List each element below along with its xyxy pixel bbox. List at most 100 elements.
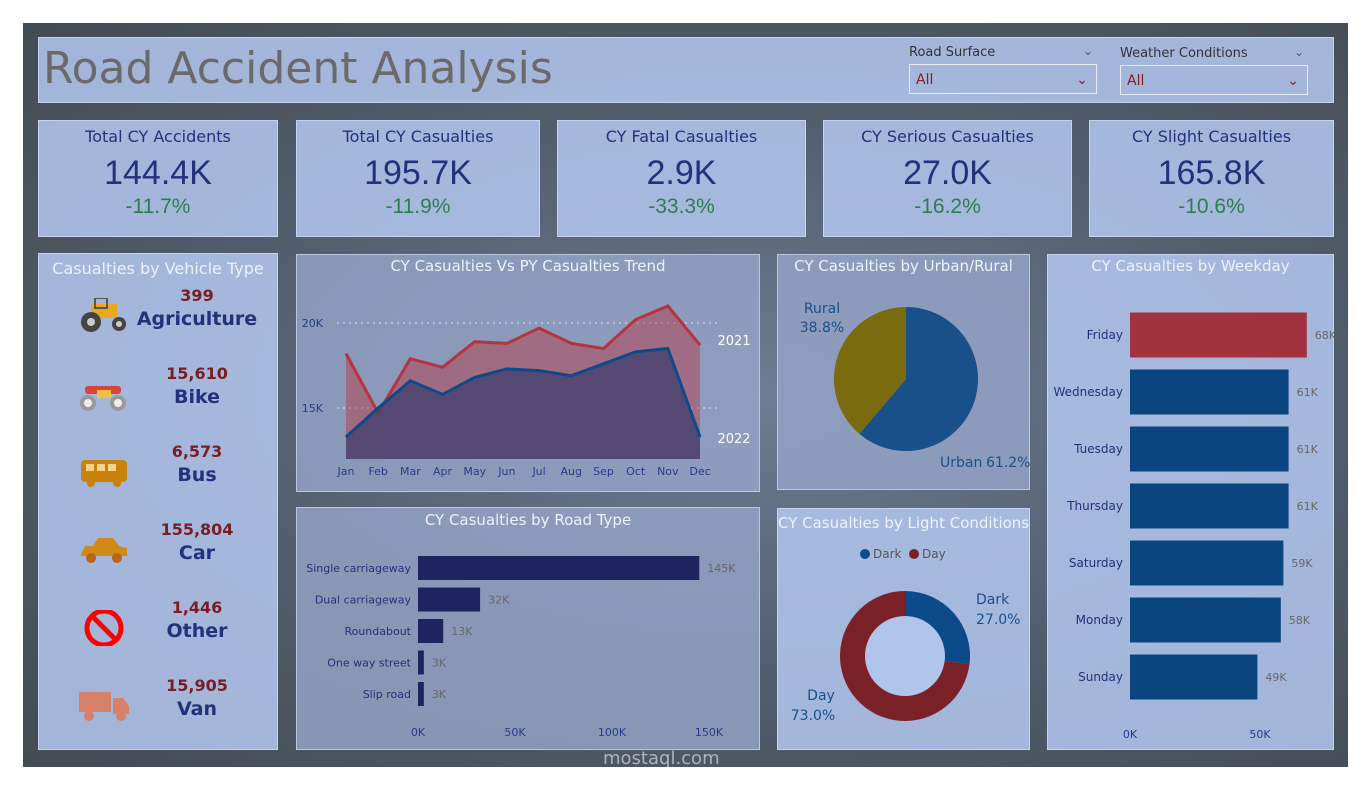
vehicle-name: Bike bbox=[173, 386, 220, 408]
pie-slice-urban bbox=[859, 307, 978, 451]
data-point bbox=[474, 341, 476, 343]
data-point bbox=[667, 348, 669, 349]
bar bbox=[1130, 597, 1281, 643]
road-surface-value: All bbox=[916, 72, 934, 88]
light-conditions-chart: Dark Day Dark 27.0% Day 73.0% bbox=[791, 547, 1021, 724]
vehicle-count: 6,573 bbox=[171, 442, 223, 461]
vehicle-name: Van bbox=[176, 698, 217, 720]
weather-conditions-label: Weather Conditions bbox=[1120, 46, 1248, 61]
chart-title: CY Casualties by Road Type bbox=[424, 511, 632, 529]
data-point bbox=[506, 342, 508, 344]
bar bbox=[418, 682, 424, 706]
road-surface-slicer[interactable]: Road Surface ⌄ All ⌄ bbox=[909, 42, 1097, 94]
chevron-down-icon[interactable]: ⌄ bbox=[1293, 45, 1304, 59]
area-2022 bbox=[346, 348, 700, 459]
trend-chart-panel: CY Casualties Vs PY Casualties Trend 15K… bbox=[296, 254, 760, 492]
data-point bbox=[538, 370, 540, 372]
page-title: Road Accident Analysis bbox=[43, 43, 553, 94]
kpi-title: CY Fatal Casualties bbox=[605, 127, 758, 146]
weather-conditions-dropdown[interactable]: All ⌄ bbox=[1120, 65, 1308, 95]
legend-label: Day bbox=[922, 547, 946, 561]
data-point bbox=[602, 363, 604, 365]
donut-hole bbox=[865, 616, 945, 696]
urban-rural-panel: CY Casualties by Urban/Rural Urban 61.2% R… bbox=[777, 254, 1030, 490]
x-tick-label: Apr bbox=[433, 465, 453, 478]
kpi-slight-casualties: CY Slight Casualties 165.8K -10.6% bbox=[1089, 120, 1334, 237]
vehicle-item-other: 1,446 Other bbox=[39, 598, 279, 658]
data-point bbox=[409, 358, 411, 360]
chevron-down-icon: ⌄ bbox=[1076, 72, 1088, 88]
vehicle-name: Bus bbox=[177, 464, 217, 486]
kpi-value: 144.4K bbox=[104, 154, 212, 192]
category-label: Friday bbox=[1087, 328, 1123, 342]
kpi-change: -11.7% bbox=[125, 195, 191, 218]
car-icon bbox=[81, 538, 127, 563]
kpi-value: 27.0K bbox=[903, 154, 992, 192]
kpi-change: -33.3% bbox=[648, 195, 715, 218]
kpi-change: -11.9% bbox=[385, 195, 451, 218]
bar bbox=[418, 650, 424, 675]
kpi-value: 165.8K bbox=[1157, 154, 1266, 192]
data-point bbox=[699, 344, 701, 346]
header-bar: Road Accident Analysis Road Surface ⌄ Al… bbox=[38, 37, 1334, 103]
data-label: 49K bbox=[1265, 671, 1287, 684]
y-tick-label: 20K bbox=[302, 317, 324, 330]
x-tick-label: Jan bbox=[337, 465, 355, 478]
category-label: Saturday bbox=[1069, 556, 1123, 570]
vehicle-name: Other bbox=[166, 620, 228, 642]
data-label: 59K bbox=[1291, 557, 1313, 570]
bar bbox=[418, 587, 481, 612]
vehicle-item-bike: 15,610 Bike bbox=[39, 364, 279, 424]
bar bbox=[1130, 426, 1289, 472]
data-point bbox=[345, 353, 347, 355]
bar bbox=[418, 619, 444, 643]
road-surface-dropdown[interactable]: All ⌄ bbox=[909, 64, 1097, 94]
slice-label: Day bbox=[807, 688, 835, 704]
legend-dot-dark bbox=[860, 549, 870, 559]
chart-title: CY Casualties by Urban/Rural bbox=[794, 257, 1013, 275]
chart-title: CY Casualties by Weekday bbox=[1091, 257, 1290, 275]
weather-conditions-value: All bbox=[1127, 73, 1145, 89]
vehicle-name: Agriculture bbox=[136, 308, 258, 330]
trend-chart: 15K 20K 2021 2022 Jan Feb Mar Apr May Jun Jul Aug Se… bbox=[302, 304, 751, 478]
vehicle-type-panel: Casualties by Vehicle Type 399 Agricultur… bbox=[38, 253, 278, 750]
road-type-chart: Single carriageway 145K Dual carriageway 32… bbox=[306, 556, 736, 739]
series-label: 2021 bbox=[717, 334, 750, 349]
slice-label: Rural bbox=[804, 301, 840, 317]
kpi-title: CY Serious Casualties bbox=[861, 127, 1034, 146]
category-label: One way street bbox=[327, 657, 411, 670]
y-tick-label: 15K bbox=[302, 402, 324, 415]
chevron-down-icon[interactable]: ⌄ bbox=[1082, 44, 1093, 58]
vehicle-name: Car bbox=[178, 542, 216, 564]
x-tick-label: 100K bbox=[598, 726, 627, 739]
kpi-change: -16.2% bbox=[914, 195, 981, 218]
kpi-value: 195.7K bbox=[364, 154, 472, 192]
x-tick-label: Jul bbox=[531, 465, 545, 478]
category-label: Monday bbox=[1076, 613, 1123, 627]
vehicle-count: 15,610 bbox=[166, 364, 228, 383]
motorbike-icon bbox=[80, 386, 126, 411]
bus-icon bbox=[81, 460, 127, 487]
bar bbox=[1130, 312, 1307, 358]
kpi-serious-casualties: CY Serious Casualties 27.0K -16.2% bbox=[823, 120, 1072, 237]
vehicle-count: 155,804 bbox=[160, 520, 234, 539]
bar bbox=[1130, 369, 1289, 415]
slice-value: 61.2% bbox=[986, 455, 1030, 471]
x-tick-label: 150K bbox=[695, 726, 724, 739]
data-point bbox=[570, 342, 572, 344]
x-tick-label: 0K bbox=[1123, 728, 1138, 741]
data-label: 61K bbox=[1297, 443, 1319, 456]
data-point bbox=[409, 380, 411, 382]
x-tick-label: Feb bbox=[368, 465, 387, 478]
weekday-panel: CY Casualties by Weekday Friday 68K Wednes… bbox=[1047, 254, 1335, 750]
road-surface-label: Road Surface bbox=[909, 45, 996, 60]
legend-label: Dark bbox=[873, 547, 902, 561]
light-conditions-panel: CY Casualties by Light Conditions Dark Da… bbox=[777, 508, 1030, 750]
data-label: 61K bbox=[1297, 500, 1319, 513]
bar bbox=[1130, 654, 1258, 700]
data-point bbox=[699, 436, 701, 438]
data-point bbox=[570, 375, 572, 377]
weather-conditions-slicer[interactable]: Weather Conditions ⌄ All ⌄ bbox=[1120, 43, 1308, 95]
data-point bbox=[474, 376, 476, 378]
bar bbox=[418, 556, 700, 580]
